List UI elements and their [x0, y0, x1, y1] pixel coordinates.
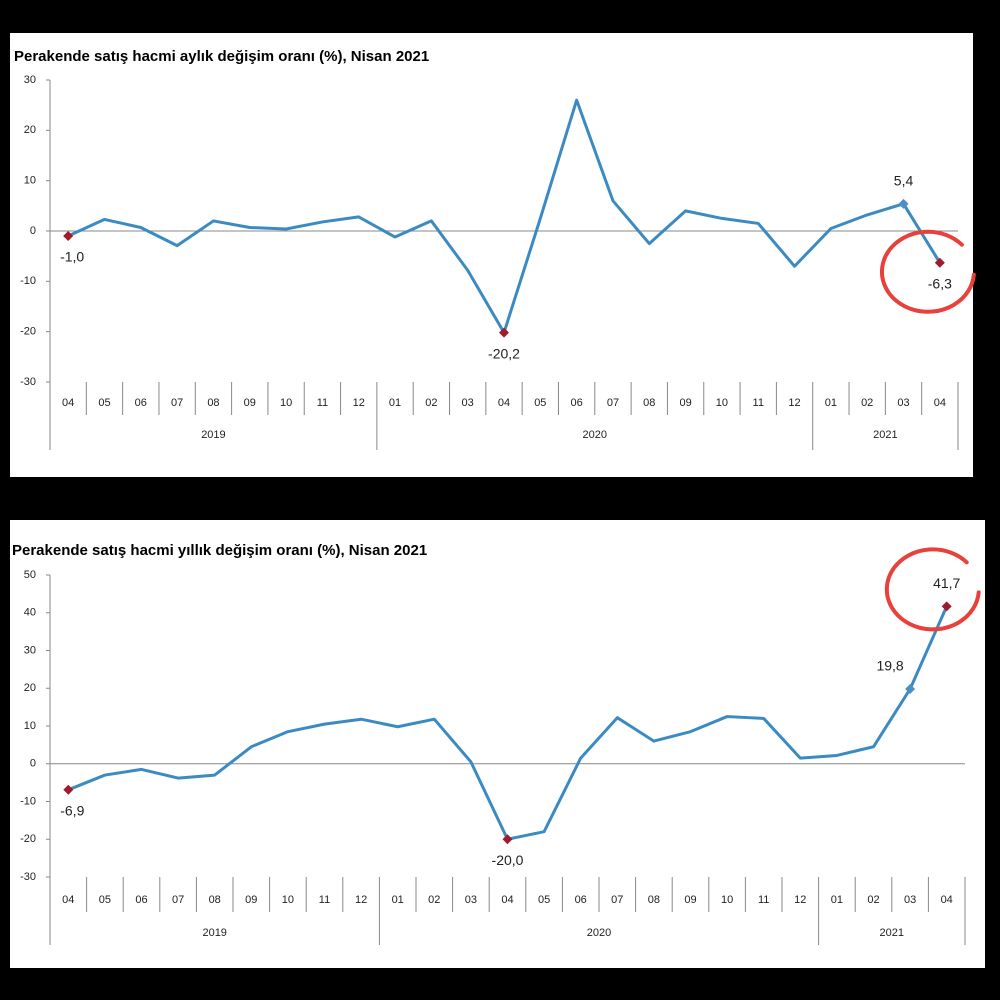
year-label: 2021 — [873, 429, 897, 441]
panel — [10, 33, 973, 477]
x-tick-label: 11 — [317, 397, 328, 409]
x-tick-label: 08 — [643, 397, 655, 409]
y-tick-label: 10 — [24, 720, 36, 732]
x-tick-label: 10 — [721, 894, 733, 906]
x-tick-label: 12 — [788, 397, 800, 409]
year-label: 2020 — [587, 927, 611, 939]
year-label: 2021 — [880, 927, 904, 939]
marker — [499, 327, 509, 338]
x-tick-label: 11 — [753, 397, 764, 409]
x-tick-label: 09 — [679, 397, 691, 409]
marker — [934, 257, 945, 268]
x-tick-label: 12 — [355, 894, 367, 906]
y-tick-label: 30 — [24, 644, 36, 656]
value-label: -6,9 — [60, 803, 84, 819]
x-tick-label: 02 — [428, 894, 440, 906]
x-tick-label: 07 — [611, 894, 623, 906]
x-tick-label: 03 — [465, 894, 477, 906]
x-tick-label: 02 — [425, 397, 437, 409]
x-tick-label: 04 — [941, 894, 953, 906]
marker — [941, 601, 952, 612]
y-tick-label: -10 — [20, 795, 36, 807]
y-tick-label: 50 — [24, 569, 36, 581]
value-label: 41,7 — [933, 575, 960, 591]
y-tick-label: -20 — [20, 833, 36, 845]
x-tick-label: 10 — [716, 397, 728, 409]
value-label: -20,2 — [488, 345, 520, 361]
y-tick-label: -30 — [20, 376, 36, 388]
x-tick-label: 04 — [62, 397, 74, 409]
marker — [898, 198, 909, 209]
y-tick-label: 30 — [24, 74, 36, 86]
panel — [10, 520, 985, 968]
x-tick-label: 01 — [392, 894, 404, 906]
x-tick-label: 06 — [135, 397, 147, 409]
year-label: 2019 — [201, 429, 225, 441]
x-tick-label: 11 — [319, 894, 330, 906]
marker — [63, 231, 74, 242]
x-tick-label: 01 — [389, 397, 401, 409]
x-tick-label: 04 — [62, 894, 74, 906]
year-label: 2019 — [202, 927, 226, 939]
x-tick-label: 08 — [648, 894, 660, 906]
year-label: 2020 — [583, 429, 607, 441]
y-tick-label: 0 — [30, 225, 36, 237]
x-tick-label: 03 — [462, 397, 474, 409]
value-label: -1,0 — [60, 249, 84, 265]
x-tick-label: 09 — [245, 894, 257, 906]
x-tick-label: 06 — [571, 397, 583, 409]
x-tick-label: 12 — [353, 397, 365, 409]
x-tick-label: 06 — [575, 894, 587, 906]
highlight-circle — [884, 547, 981, 632]
x-tick-label: 04 — [498, 397, 510, 409]
value-label: 19,8 — [876, 658, 903, 674]
x-tick-label: 04 — [934, 397, 946, 409]
y-tick-label: -10 — [20, 275, 36, 287]
x-tick-label: 04 — [501, 894, 513, 906]
marker — [63, 784, 74, 795]
y-tick-label: -30 — [20, 871, 36, 883]
x-tick-label: 02 — [867, 894, 879, 906]
x-tick-label: 05 — [538, 894, 550, 906]
x-tick-label: 03 — [897, 397, 909, 409]
highlight-circle — [879, 229, 976, 314]
y-tick-label: 20 — [24, 124, 36, 136]
y-tick-label: 20 — [24, 682, 36, 694]
chart-title: Perakende satış hacmi aylık değişim oran… — [14, 48, 429, 65]
x-tick-label: 01 — [831, 894, 843, 906]
x-tick-label: 05 — [99, 894, 111, 906]
x-tick-label: 05 — [98, 397, 110, 409]
marker — [502, 834, 513, 845]
x-tick-label: 05 — [534, 397, 546, 409]
value-label: -20,0 — [492, 852, 524, 868]
x-tick-label: 09 — [244, 397, 256, 409]
chart-title: Perakende satış hacmi yıllık değişim ora… — [12, 542, 427, 559]
x-tick-label: 09 — [684, 894, 696, 906]
x-tick-label: 07 — [607, 397, 619, 409]
y-tick-label: 0 — [30, 758, 36, 770]
x-tick-label: 10 — [280, 397, 292, 409]
x-tick-label: 02 — [861, 397, 873, 409]
x-tick-label: 07 — [171, 397, 183, 409]
x-tick-label: 07 — [172, 894, 184, 906]
x-tick-label: 11 — [758, 894, 769, 906]
x-tick-label: 08 — [207, 397, 219, 409]
x-tick-label: 12 — [794, 894, 806, 906]
x-tick-label: 03 — [904, 894, 916, 906]
y-tick-label: 10 — [24, 175, 36, 187]
x-tick-label: 08 — [209, 894, 221, 906]
y-tick-label: 40 — [24, 607, 36, 619]
marker — [905, 684, 916, 695]
value-label: -6,3 — [928, 275, 952, 291]
y-tick-label: -20 — [20, 326, 36, 338]
x-tick-label: 10 — [282, 894, 294, 906]
value-label: 5,4 — [894, 173, 914, 189]
x-tick-label: 06 — [135, 894, 147, 906]
x-tick-label: 01 — [825, 397, 837, 409]
